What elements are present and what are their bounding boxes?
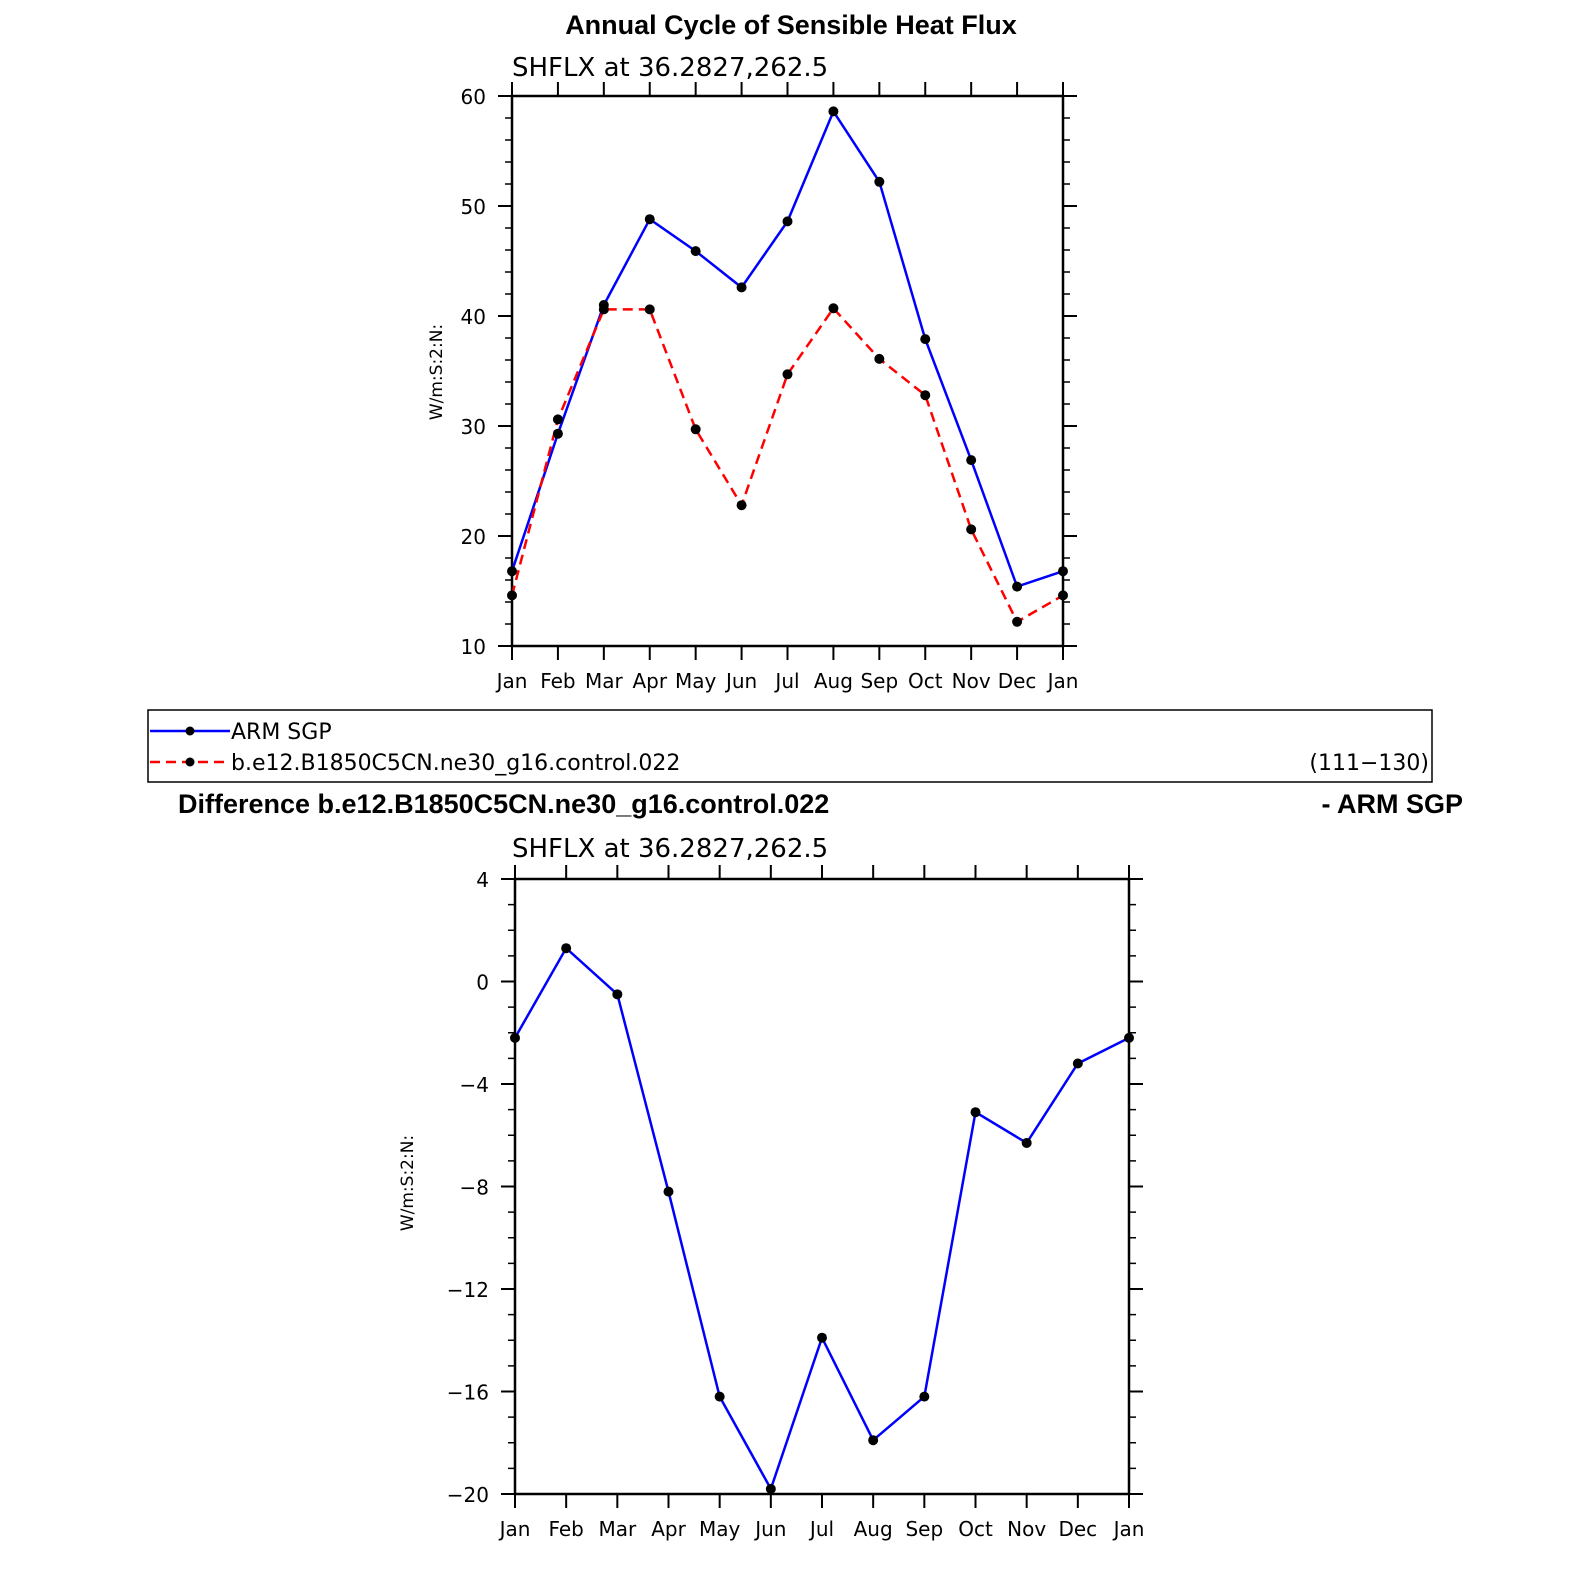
chart1-ytick-label: 0 — [476, 971, 489, 995]
chart0-series-0-point — [920, 334, 931, 345]
chart0-series-0-point — [507, 566, 517, 577]
bottom-chart-subtitle: SHFLX at 36.2827,262.5 — [512, 834, 828, 864]
chart0-series-0-point — [552, 428, 563, 439]
chart0-xtick-label: May — [675, 669, 717, 693]
chart0-xtick-label: Mar — [585, 669, 624, 693]
top-y-axis-label: W/m:S:2:N: — [427, 324, 447, 420]
chart0-xtick-label: Jan — [1046, 669, 1079, 693]
bottom-y-axis-label: W/m:S:2:N: — [398, 1135, 418, 1231]
chart0-series-0-point — [874, 176, 885, 187]
chart0-series-1-point — [507, 590, 517, 601]
bottom-chart-title-right: - ARM SGP — [1322, 789, 1464, 819]
chart0-ytick-label: 60 — [461, 85, 486, 109]
legend-box — [147, 709, 1433, 783]
legend-label-control: b.e12.B1850C5CN.ne30_g16.control.022 — [231, 751, 680, 776]
chart1-xtick-label: Jun — [753, 1517, 786, 1541]
chart0-series-0-point — [736, 282, 747, 293]
chart0-series-line-1 — [510, 306, 1064, 624]
chart1-series-0-point — [714, 1391, 725, 1402]
chart0-series-0-point — [1012, 581, 1023, 592]
chart1-xtick-label: Sep — [905, 1517, 943, 1541]
chart0-series-1-point — [920, 390, 931, 401]
chart1-xtick-label: Nov — [1007, 1517, 1046, 1541]
legend-years: (111−130) — [1309, 751, 1429, 776]
chart1-xtick-label: Aug — [854, 1517, 893, 1541]
chart1-ytick-label: −8 — [460, 1176, 489, 1200]
chart1-frame — [513, 877, 1131, 1496]
chart0-xtick-label: Nov — [952, 669, 991, 693]
chart0-xtick-label: Oct — [908, 669, 943, 693]
chart0-series-0-point — [782, 216, 793, 227]
chart1-ytick-label: 4 — [476, 868, 489, 892]
chart0-series-1-point — [966, 524, 977, 535]
chart1-xtick-label: Jan — [498, 1517, 531, 1541]
top-chart-title: Annual Cycle of Sensible Heat Flux — [565, 10, 1017, 40]
chart1-xtick-label: Apr — [651, 1517, 686, 1541]
chart1-series-0-point — [612, 989, 623, 1000]
chart0-series-0-point — [644, 214, 655, 225]
chart0-series-1-point — [782, 369, 793, 380]
chart1-series-0-point — [817, 1332, 827, 1343]
chart0-xtick-label: Dec — [998, 669, 1037, 693]
chart0-series-1-point — [1058, 590, 1068, 601]
chart0-xtick-label: Sep — [860, 669, 898, 693]
legend-marker-arm-sgp — [185, 726, 195, 736]
chart1-xtick-label: Oct — [958, 1517, 993, 1541]
chart1-series-0-point — [663, 1186, 674, 1197]
chart1-series-0-point — [970, 1107, 981, 1118]
bottom-chart-title-left: Difference b.e12.B1850C5CN.ne30_g16.cont… — [178, 789, 829, 819]
chart0-series-1-point — [644, 304, 655, 315]
chart1-series-0-point — [868, 1435, 879, 1446]
chart1-series-0-point — [1021, 1137, 1032, 1148]
chart1-xtick-label: Dec — [1058, 1517, 1097, 1541]
chart0-series-0-point — [1058, 566, 1068, 577]
chart0-series-1-point — [1012, 616, 1023, 627]
chart0-xtick-label: Apr — [632, 669, 667, 693]
chart0-xtick-label: Aug — [814, 669, 853, 693]
chart1-series-0-point — [1072, 1058, 1083, 1069]
chart1-ytick-label: −4 — [460, 1073, 489, 1097]
chart1-series-0-point — [765, 1483, 776, 1494]
chart0-series-1-point — [552, 414, 563, 425]
chart1-series-0-point — [919, 1391, 930, 1402]
chart0-xtick-label: Jul — [773, 669, 799, 693]
chart1-xtick-label: Feb — [548, 1517, 583, 1541]
chart1-ytick-label: −12 — [447, 1278, 489, 1302]
chart0-series-1-point — [874, 353, 885, 364]
chart0-xtick-label: Jan — [495, 669, 528, 693]
top-plot-area: 10 20 30 40 50 60 Jan Feb Mar Apr May Jun Jul Aug Sep O… — [461, 82, 1079, 693]
chart0-ytick-label: 50 — [461, 195, 486, 219]
chart0-ytick-label: 40 — [461, 305, 486, 329]
chart0-series-1-point — [690, 424, 701, 435]
chart1-xtick-label: Mar — [598, 1517, 637, 1541]
chart0-series-0-point — [690, 246, 701, 257]
chart0-ytick-label: 10 — [461, 635, 486, 659]
chart1-ytick-label: −16 — [447, 1381, 489, 1405]
chart0-ytick-label: 30 — [461, 415, 486, 439]
legend-label-arm-sgp: ARM SGP — [231, 720, 332, 745]
chart0-ytick-label: 20 — [461, 525, 486, 549]
chart1-xtick-label: Jan — [1112, 1517, 1145, 1541]
chart0-series-1-point — [598, 304, 609, 315]
chart1-ytick-label: −20 — [447, 1483, 489, 1507]
chart0-xtick-label: Jun — [724, 669, 757, 693]
chart0-series-1-point — [828, 303, 839, 314]
chart1-xtick-label: May — [699, 1517, 741, 1541]
top-chart-subtitle: SHFLX at 36.2827,262.5 — [512, 53, 828, 83]
chart1-series-0-point — [561, 943, 572, 954]
chart0-series-line-0 — [510, 108, 1064, 589]
chart1-series-0-point — [510, 1032, 520, 1043]
chart1-series-0-point — [1124, 1032, 1134, 1043]
chart0-series-1-point — [736, 500, 747, 511]
chart0-series-0-point — [966, 455, 977, 466]
legend-marker-control — [185, 757, 195, 767]
chart1-xtick-label: Jul — [808, 1517, 834, 1541]
bottom-plot-area: −20 −16 −12 −8 −4 0 4 Jan Feb Mar Apr May Jun Jul Aug S… — [447, 865, 1145, 1541]
chart0-series-0-point — [828, 106, 839, 117]
chart0-xtick-label: Feb — [540, 669, 575, 693]
legend: ARM SGP b.e12.B1850C5CN.ne30_g16.control… — [147, 709, 1433, 783]
chart1-series-line-0 — [513, 946, 1130, 1492]
